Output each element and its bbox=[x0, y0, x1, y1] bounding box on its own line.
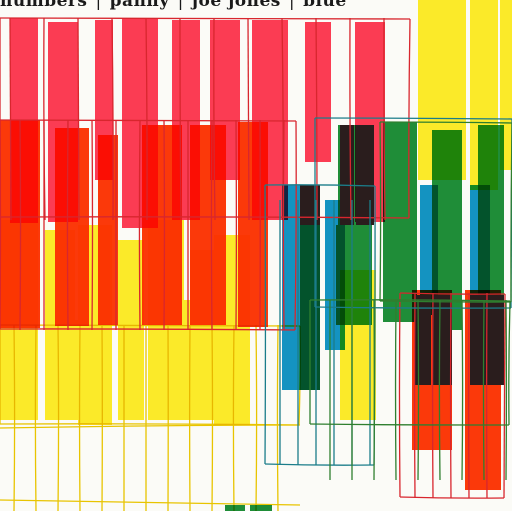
red-key-line bbox=[145, 17, 148, 221]
yellow-baseline bbox=[0, 499, 301, 506]
red-key-line bbox=[66, 119, 69, 331]
green-outline-right-bottom bbox=[379, 300, 512, 303]
green-key bbox=[225, 505, 245, 511]
yellow-key bbox=[0, 330, 26, 420]
title-part-2: panny bbox=[109, 0, 170, 11]
red-outline-upper-top bbox=[0, 17, 411, 20]
title-part-4: blue bbox=[303, 0, 347, 11]
red-outline-middle-right bbox=[294, 120, 297, 331]
green-key bbox=[383, 122, 417, 322]
red-key bbox=[305, 22, 331, 162]
red-key-line bbox=[349, 17, 352, 221]
red-key-line bbox=[213, 17, 216, 221]
yellow-key-line bbox=[276, 324, 279, 511]
teal-outline-bottom bbox=[264, 463, 375, 466]
red-outline-lower-right-bottom bbox=[399, 496, 505, 499]
black-key bbox=[432, 295, 452, 385]
black-key bbox=[484, 295, 504, 385]
red-outline-middle-top bbox=[0, 119, 297, 122]
title-part-3: joe jones bbox=[191, 0, 281, 11]
green-key bbox=[336, 225, 372, 325]
red-key-line bbox=[247, 17, 250, 221]
sketch-outlines bbox=[0, 17, 512, 499]
green-outline-bottom bbox=[309, 423, 510, 426]
green-key-line bbox=[461, 299, 464, 481]
orange-key bbox=[98, 135, 118, 325]
red-outline-middle-bottom bbox=[0, 328, 296, 331]
green-outline-top bbox=[309, 299, 511, 302]
green-outline-right-top bbox=[379, 121, 512, 124]
yellow-key-line bbox=[255, 324, 258, 511]
red-outline-lower-right-right bbox=[503, 293, 506, 499]
red-outline-lower-right-top bbox=[399, 292, 506, 295]
red-key-line bbox=[282, 119, 285, 331]
black-key bbox=[356, 125, 374, 225]
red-key-line bbox=[19, 119, 22, 331]
teal-outline-upper-top bbox=[314, 117, 512, 120]
red-key-line bbox=[77, 17, 80, 221]
green-key bbox=[478, 125, 504, 310]
green-key-line bbox=[438, 299, 441, 481]
red-key-line bbox=[138, 119, 141, 331]
red-outline-upper-bottom bbox=[0, 216, 410, 219]
green-outline-right-left bbox=[379, 121, 382, 302]
cover-title: numbers | panny | joe jones | blue bbox=[0, 0, 430, 11]
green-key bbox=[250, 505, 272, 511]
yellow-baseline bbox=[0, 424, 301, 429]
title-part-1: numbers bbox=[0, 0, 88, 11]
orange-key bbox=[142, 125, 182, 325]
red-key-line bbox=[315, 17, 318, 221]
red-key-line bbox=[111, 17, 114, 221]
green-outline-right bbox=[508, 300, 511, 426]
red-key-line bbox=[179, 17, 182, 221]
green-key-line bbox=[482, 299, 485, 481]
yellow-key bbox=[60, 320, 110, 420]
red-key-line bbox=[210, 119, 213, 331]
orange-key bbox=[238, 122, 268, 327]
red-outline-lower-right-left bbox=[398, 292, 401, 498]
teal-outline-upper-bottom bbox=[314, 306, 512, 309]
green-key-line bbox=[417, 299, 420, 481]
orange-key bbox=[55, 128, 89, 326]
orange-key bbox=[190, 125, 226, 325]
teal-outline-top bbox=[264, 184, 376, 187]
